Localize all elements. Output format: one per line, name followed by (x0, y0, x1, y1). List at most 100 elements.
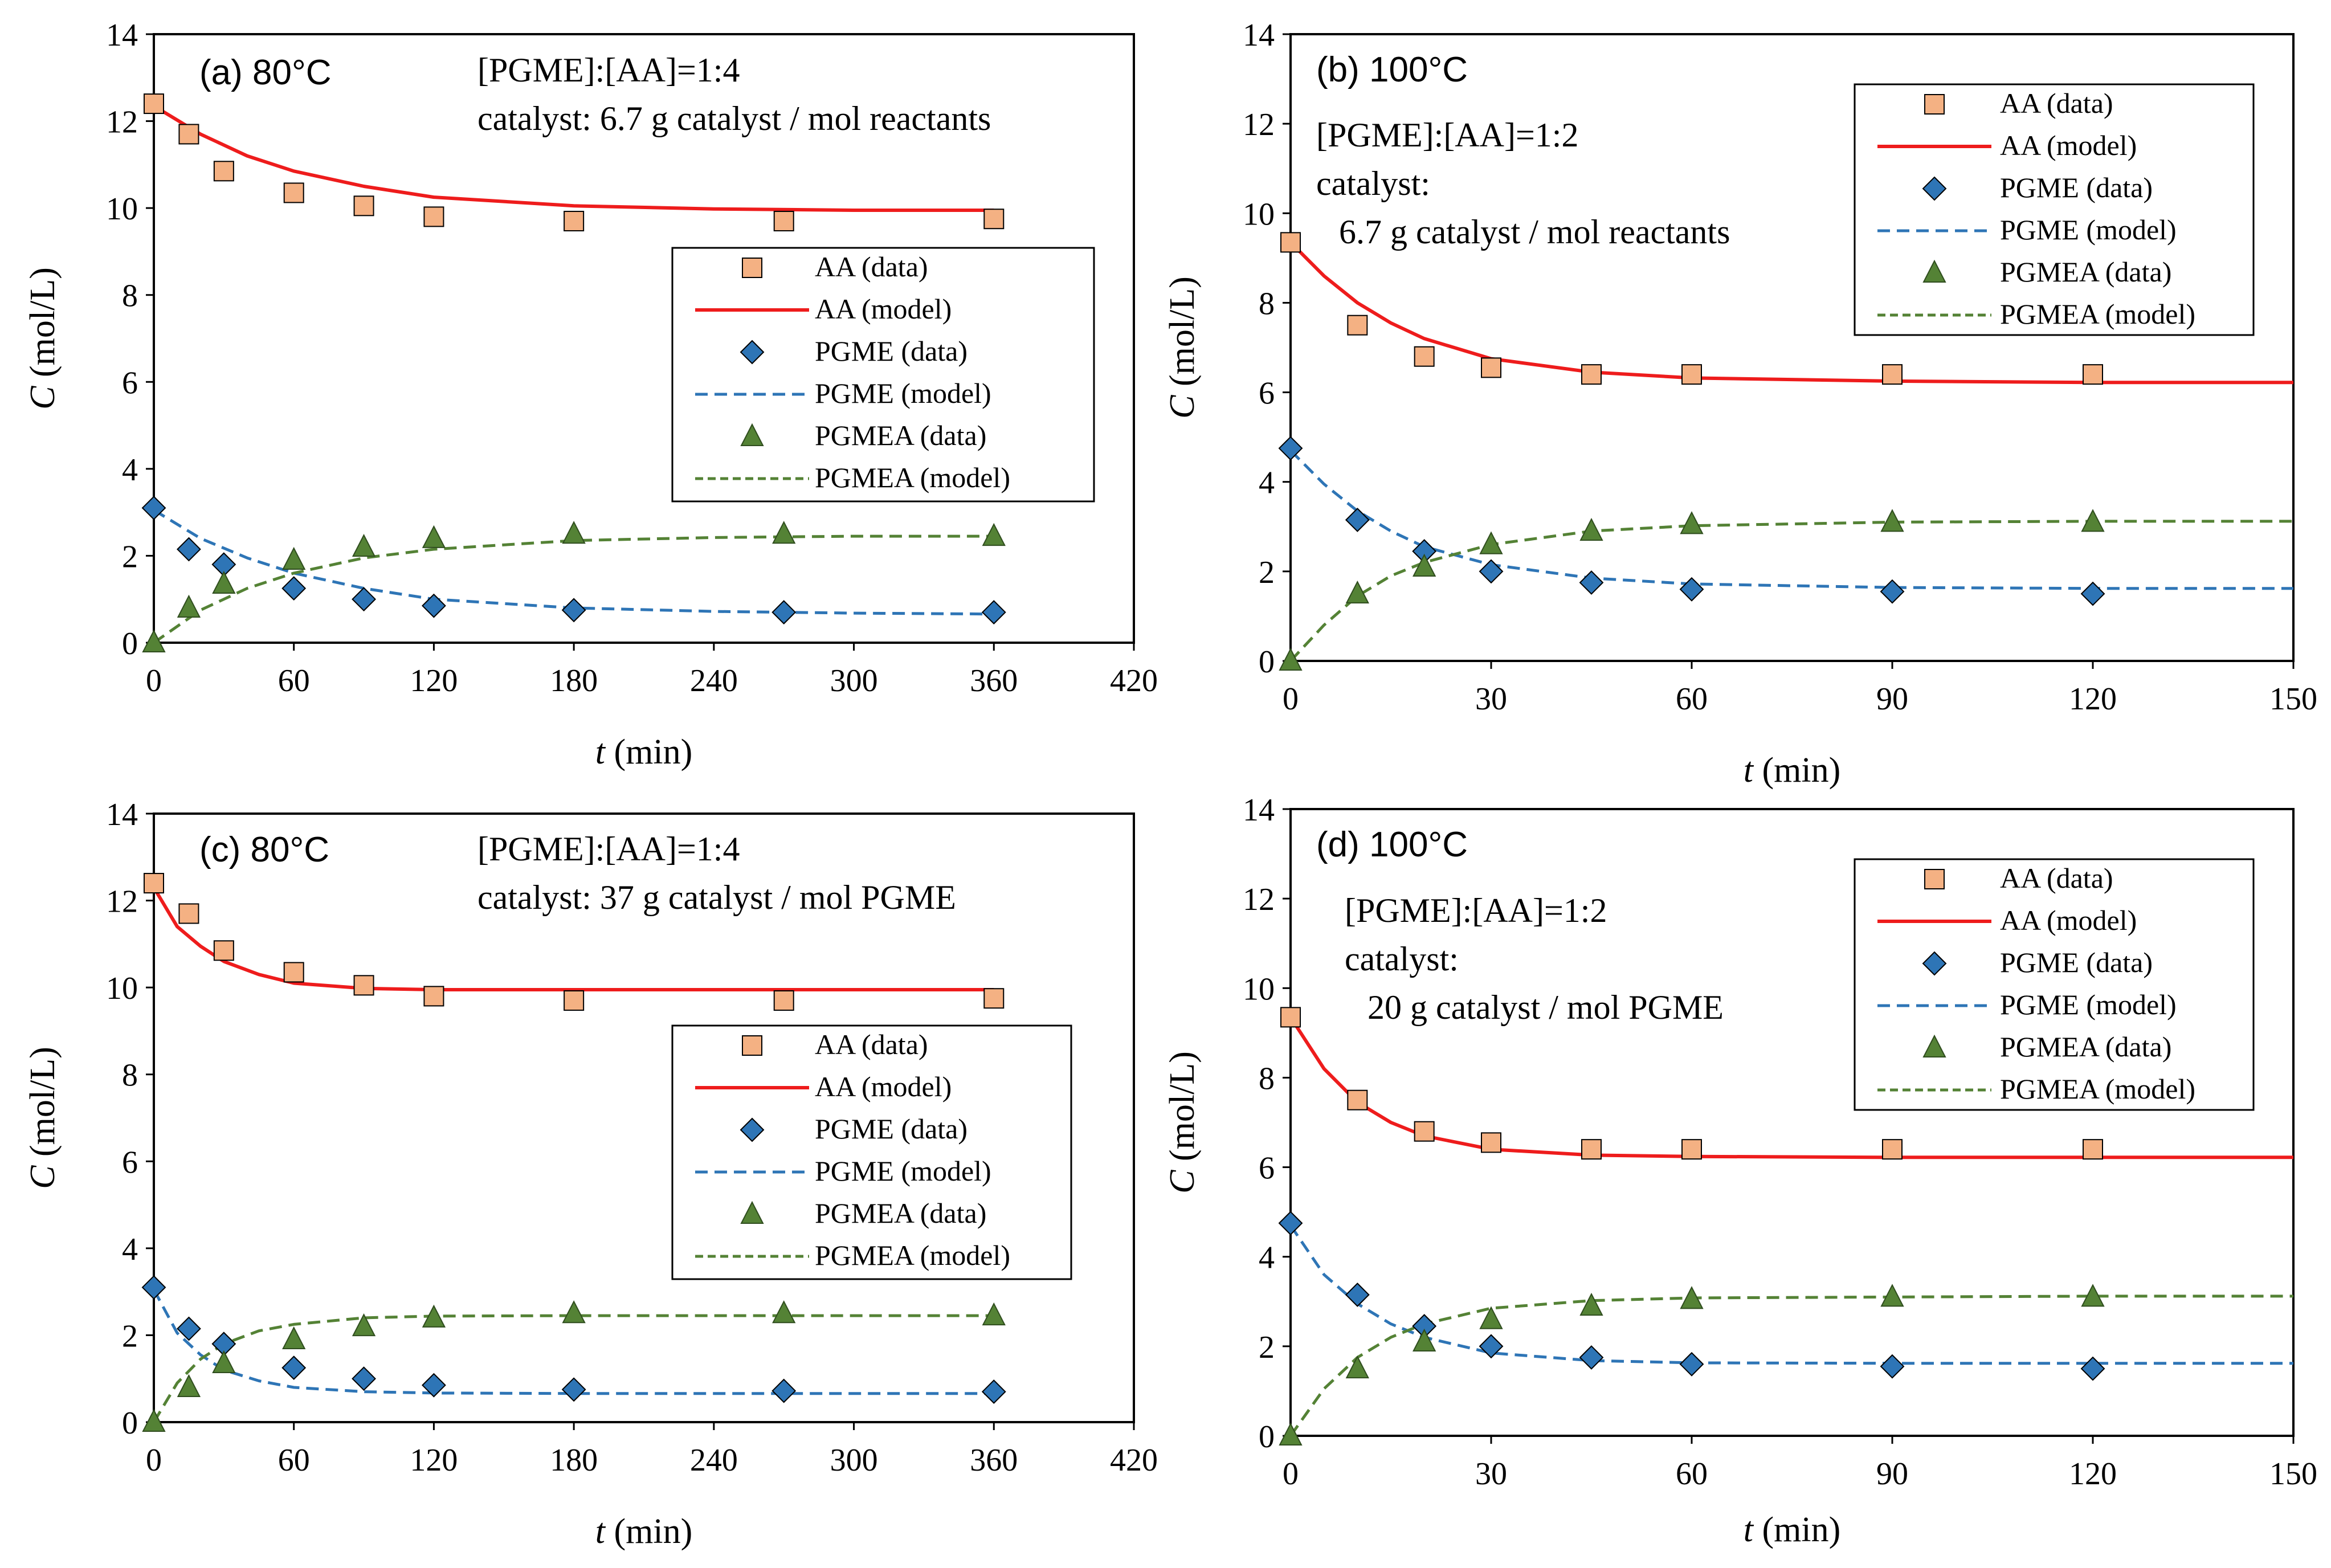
x-tick-label: 90 (1876, 1456, 1908, 1492)
data-point-pgme (1479, 1334, 1504, 1359)
data-point-pgme (177, 1316, 201, 1341)
legend-label-pgmea-data: PGMEA (data) (815, 1197, 986, 1229)
x-tick-label: 120 (2069, 681, 2117, 717)
y-axis-title: C (mol/L) (23, 1047, 62, 1189)
data-point-pgme (141, 496, 166, 520)
data-point-pgmea (1479, 1306, 1503, 1329)
data-point-aa (423, 986, 444, 1007)
series-layer (141, 873, 1006, 1432)
legend-box (1854, 83, 2255, 336)
legend-label-pgme-data: PGME (data) (815, 1113, 967, 1145)
panel-label: (b) 100°C (1316, 50, 1468, 89)
legend-symbol-pgmea-data (1922, 1034, 1946, 1057)
data-point-aa (144, 873, 164, 894)
data-point-aa (423, 206, 444, 227)
data-point-aa (564, 211, 585, 232)
legend-label-pgmea-model: PGMEA (model) (815, 462, 1010, 493)
plot-frame (153, 33, 1135, 644)
legend-symbol-pgme-data (740, 1117, 765, 1142)
x-tick-label: 60 (278, 1443, 310, 1478)
x-tick-label: 60 (1676, 1456, 1708, 1492)
x-tick-label: 30 (1475, 681, 1507, 717)
data-point-pgmea (2081, 509, 2105, 532)
legend-label-pgme-data: PGME (data) (2000, 172, 2153, 203)
data-point-pgmea (1345, 1355, 1369, 1379)
legend-label-pgme-model: PGME (model) (815, 377, 991, 409)
data-point-pgme (981, 1379, 1006, 1404)
axis-ticks: 0 60 120 180 240 300 360 420 0 2 4 6 8 10 12 14 (106, 18, 1158, 699)
y-axis-title: C (mol/L) (1163, 276, 1202, 419)
data-point-aa (1481, 357, 1501, 378)
data-point-pgme (1880, 1354, 1905, 1379)
data-point-pgmea (1413, 1328, 1436, 1351)
legend-label-aa-model: AA (model) (2000, 129, 2137, 161)
data-point-pgmea (177, 1374, 201, 1397)
x-tick-label: 360 (970, 663, 1018, 699)
data-point-pgme (177, 537, 201, 562)
legend-label-pgme-model: PGME (model) (2000, 214, 2177, 246)
y-tick-label: 6 (1259, 1151, 1275, 1186)
data-point-aa (2083, 364, 2103, 385)
panel-b: (b) 100°C [PGME]:[AA]=1:2 catalyst: 6.7 … (1163, 18, 2317, 790)
data-point-aa (353, 195, 374, 217)
data-point-aa (1280, 232, 1301, 253)
legend-label-aa-data: AA (data) (815, 1028, 928, 1060)
data-point-pgme (141, 1275, 166, 1300)
x-tick-label: 300 (830, 1443, 878, 1478)
y-tick-label: 2 (122, 539, 138, 574)
data-point-pgme (1479, 559, 1504, 584)
data-point-aa (564, 990, 585, 1011)
y-tick-label: 10 (1243, 971, 1275, 1007)
legend-label-pgmea-model: PGMEA (model) (2000, 1073, 2195, 1105)
data-point-aa (983, 209, 1005, 230)
x-tick-label: 240 (690, 663, 738, 699)
y-axis-title: C (mol/L) (1163, 1051, 1202, 1194)
data-point-pgmea (562, 1300, 586, 1324)
data-point-pgme (2080, 1356, 2105, 1381)
legend-label-pgmea-model: PGMEA (model) (2000, 298, 2195, 330)
data-point-aa (1681, 364, 1702, 385)
data-point-aa (1347, 315, 1368, 336)
y-tick-label: 10 (1243, 197, 1275, 232)
series-line-pgmea-model (152, 1314, 994, 1423)
panel-label: (a) 80°C (199, 53, 332, 92)
series-line-aa-model (152, 887, 994, 991)
legend-label-aa-data: AA (data) (2000, 862, 2113, 894)
panel-label: (d) 100°C (1316, 825, 1468, 864)
legend-box (671, 247, 1095, 503)
data-point-aa (1347, 1089, 1368, 1110)
data-point-pgmea (1880, 1284, 1904, 1307)
y-tick-label: 2 (1259, 1330, 1275, 1365)
y-tick-label: 10 (106, 191, 138, 227)
data-point-pgme (1880, 579, 1905, 604)
y-tick-label: 4 (1259, 1240, 1275, 1276)
legend-symbol-aa-data (1924, 869, 1945, 889)
data-point-aa (144, 93, 164, 115)
data-point-aa (1481, 1132, 1501, 1153)
y-tick-label: 12 (106, 884, 138, 920)
data-point-pgmea (1579, 517, 1603, 541)
data-point-pgmea (982, 522, 1006, 546)
data-point-pgmea (1680, 1286, 1704, 1309)
x-tick-label: 0 (1283, 681, 1299, 717)
x-tick-label: 120 (410, 1443, 458, 1478)
legend-symbol-aa-data (742, 258, 762, 278)
legend-box (671, 1024, 1072, 1280)
legend-symbol-pgme-data (740, 340, 765, 365)
data-point-pgmea (142, 629, 166, 652)
data-point-pgmea (1880, 509, 1904, 532)
x-axis-title: t (min) (1744, 1510, 1840, 1549)
x-tick-label: 360 (970, 1443, 1018, 1478)
data-point-aa (1882, 1139, 1903, 1160)
legend-label-aa-data: AA (data) (2000, 87, 2113, 119)
data-point-aa (2083, 1139, 2103, 1160)
data-point-pgme (281, 576, 307, 601)
y-tick-label: 8 (122, 279, 138, 314)
x-tick-label: 120 (2069, 1456, 2117, 1492)
data-point-aa (1882, 364, 1903, 385)
data-point-pgmea (562, 521, 586, 544)
data-point-aa (213, 940, 234, 961)
y-tick-label: 4 (122, 1232, 138, 1267)
legend-symbol-pgme-data (1922, 176, 1947, 201)
